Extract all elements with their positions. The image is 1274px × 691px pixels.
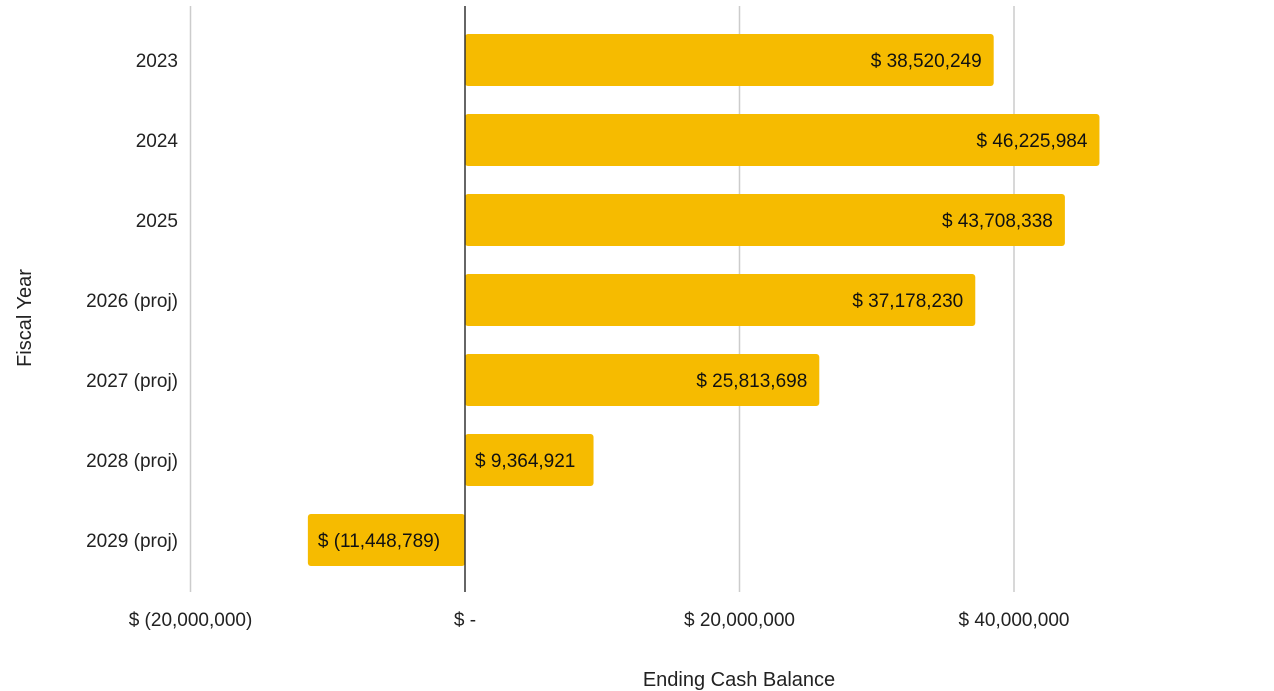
category-label: 2029 (proj): [86, 531, 178, 552]
bar-data-label: $ 25,813,698: [696, 371, 807, 392]
y-axis-title: Fiscal Year: [14, 269, 36, 367]
bar: [465, 274, 976, 326]
x-tick-labels: $ (20,000,000) $ - $ 20,000,000 $ 40,000,00…: [129, 610, 1070, 631]
category-labels: 2023 2024 2025 2026 (proj) 2027 (proj) 2028 (…: [86, 51, 178, 552]
x-tick-label: $ (20,000,000): [129, 610, 253, 631]
bar: [465, 34, 994, 86]
x-axis-title: Ending Cash Balance: [643, 669, 835, 691]
x-tick-label: $ 20,000,000: [684, 610, 795, 631]
category-label: 2028 (proj): [86, 451, 178, 472]
x-tick-label: $ -: [454, 610, 476, 631]
bar-data-label: $ 43,708,338: [942, 211, 1053, 232]
bar-data-label: $ 9,364,921: [475, 451, 575, 472]
bar-data-label: $ (11,448,789): [318, 531, 440, 552]
bar: [465, 434, 594, 486]
bar-data-label: $ 37,178,230: [852, 291, 963, 312]
category-label: 2026 (proj): [86, 291, 178, 312]
x-tick-label: $ 40,000,000: [959, 610, 1070, 631]
category-label: 2025: [136, 211, 178, 232]
bar-data-label: $ 38,520,249: [871, 51, 982, 72]
bar: [307, 514, 465, 566]
category-label: 2023: [136, 51, 178, 72]
category-label: 2024: [136, 131, 179, 152]
bar: [465, 114, 1100, 166]
bar: [465, 194, 1065, 246]
bars: [307, 34, 1100, 566]
category-label: 2027 (proj): [86, 371, 178, 392]
bar-data-label: $ 46,225,984: [976, 131, 1087, 152]
bar-data-labels: $ 38,520,249 $ 46,225,984 $ 43,708,338 $ 37…: [318, 51, 1088, 552]
bar: [465, 354, 820, 406]
